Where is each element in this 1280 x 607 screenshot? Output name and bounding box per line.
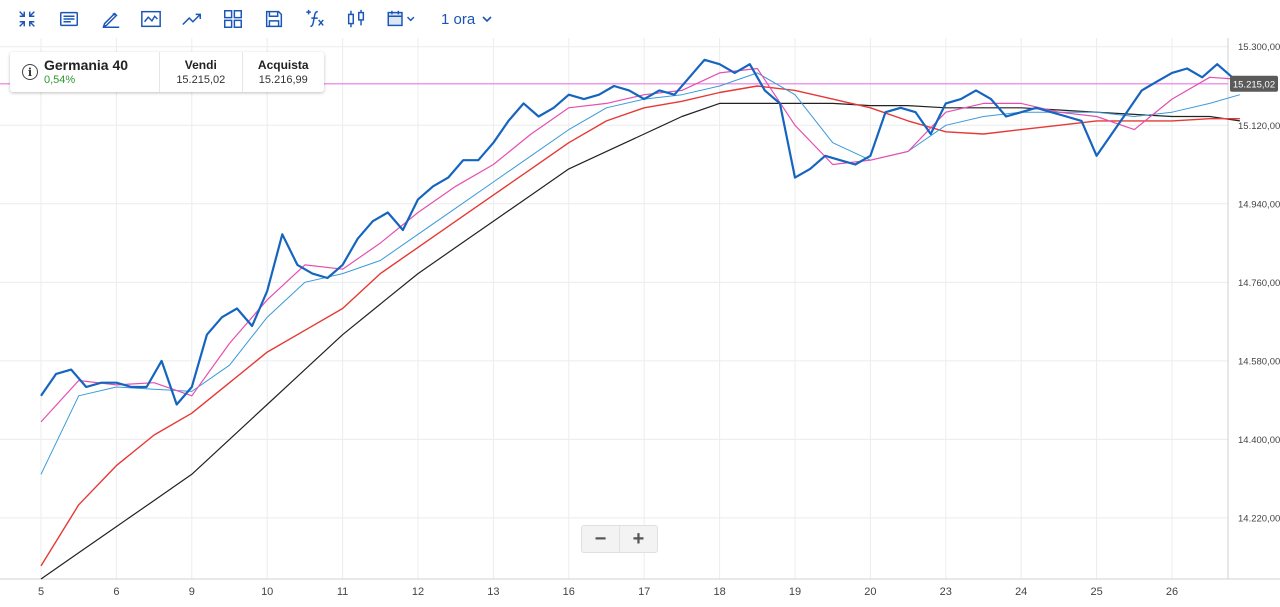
info-icon[interactable]: i	[22, 64, 38, 80]
price-series-line	[40, 58, 1241, 406]
ma_longest-series-line	[40, 102, 1240, 580]
instrument-info-panel: i Germania 40 0,54% Vendi 15.215,02 Acqu…	[10, 52, 324, 92]
candlestick-icon[interactable]	[344, 7, 368, 31]
x-tick-label: 24	[1015, 586, 1027, 598]
buy-button[interactable]: Acquista 15.216,99	[243, 52, 324, 92]
instrument-name: Germania 40	[44, 57, 129, 73]
zoom-in-button[interactable]: +	[632, 527, 645, 550]
buy-label: Acquista	[257, 58, 309, 72]
x-tick-label: 16	[563, 586, 575, 598]
chevron-down-icon	[482, 16, 492, 23]
current-price-badge	[1230, 75, 1278, 92]
x-tick-label: 11	[337, 586, 348, 598]
sell-price: 15.215,02	[176, 74, 226, 86]
instrument-change: 0,54%	[44, 74, 76, 86]
zoom-control: − +	[581, 525, 658, 553]
y-tick-label: 14.760,00	[1238, 278, 1280, 289]
x-tick-label: 5	[38, 586, 44, 598]
price-chart[interactable]: 14.220,00 14.400,00 14.580,00 14.760,00 14.9…	[0, 38, 1280, 607]
pencil-icon[interactable]	[99, 7, 123, 31]
x-tick-label: 25	[1090, 586, 1102, 598]
calendar-icon[interactable]	[385, 7, 419, 31]
x-tick-label: 6	[113, 586, 119, 598]
sell-label: Vendi	[184, 58, 217, 72]
interval-selector[interactable]: 1 ora	[441, 8, 493, 30]
x-tick-label: 10	[261, 586, 273, 598]
x-tick-label: 18	[713, 586, 725, 598]
sell-button[interactable]: Vendi 15.215,02	[160, 52, 243, 92]
collapse-icon[interactable]	[15, 7, 39, 31]
y-tick-label: 14.580,00	[1238, 356, 1280, 367]
current-price-label: 15.215,02	[1233, 79, 1275, 90]
x-tick-label: 23	[940, 586, 952, 598]
x-tick-label: 20	[864, 586, 876, 598]
ma_short-series-line	[40, 67, 1240, 423]
x-tick-label: 13	[487, 586, 499, 598]
y-tick-label: 14.220,00	[1238, 513, 1280, 524]
save-icon[interactable]	[262, 7, 286, 31]
buy-price: 15.216,99	[258, 74, 308, 86]
ma_mid-series-line	[40, 72, 1241, 475]
price-chart-svg[interactable]: 14.220,00 14.400,00 14.580,00 14.760,00 14.9…	[0, 38, 1280, 607]
function-icon[interactable]	[303, 7, 327, 31]
y-tick-label: 14.940,00	[1238, 199, 1280, 210]
y-tick-label: 15.300,00	[1238, 42, 1280, 53]
x-tick-label: 17	[638, 586, 650, 598]
x-tick-label: 26	[1166, 586, 1178, 598]
layout-grid-icon[interactable]	[221, 7, 245, 31]
interval-label: 1 ora	[441, 10, 476, 28]
zoom-out-button[interactable]: −	[582, 526, 620, 552]
ma_long-series-line	[40, 85, 1240, 567]
trend-icon[interactable]	[180, 7, 204, 31]
x-tick-label: 12	[412, 586, 424, 598]
x-tick-label: 9	[189, 586, 195, 598]
x-tick-label: 19	[789, 586, 801, 598]
instrument-summary: i Germania 40 0,54%	[10, 52, 161, 92]
y-tick-label: 15.120,00	[1238, 121, 1280, 132]
y-tick-label: 14.400,00	[1238, 435, 1280, 446]
indicator-icon[interactable]	[139, 7, 163, 31]
notes-icon[interactable]	[57, 7, 81, 31]
chart-toolbar: 1 ora	[0, 0, 1280, 38]
